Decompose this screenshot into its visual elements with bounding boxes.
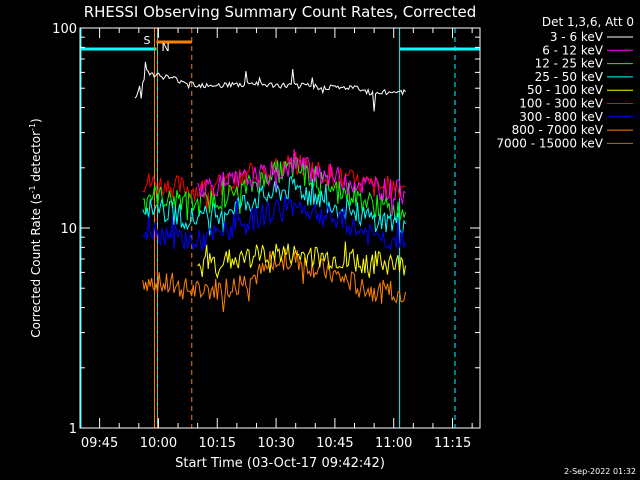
x-tick-label: 11:00 [375, 436, 412, 451]
series-line [142, 195, 406, 252]
legend-label: 25 - 50 keV [535, 70, 604, 84]
series-line [142, 175, 406, 237]
y-axis-ticks: 1 10 100 [52, 22, 480, 437]
x-tick-label: 09:45 [81, 436, 118, 451]
legend-label: 100 - 300 keV [519, 97, 603, 111]
x-tick-label: 10:00 [140, 436, 177, 451]
series-line [142, 157, 406, 223]
legend-label: 7000 - 15000 keV [496, 136, 603, 150]
x-tick-label: 11:15 [434, 436, 471, 451]
y-tick-label: 1 [69, 422, 77, 437]
y-tick-label: 10 [60, 222, 77, 237]
annotation-n: N [161, 41, 169, 54]
series-line [142, 248, 406, 312]
legend-label: 800 - 7000 keV [512, 123, 604, 137]
x-axis-ticks: 09:45 10:00 10:15 10:30 10:45 11:00 11:15 [79, 28, 473, 451]
annotation-s: S [143, 34, 150, 47]
series-line [197, 241, 406, 280]
y-tick-label: 100 [52, 22, 77, 37]
legend-label: 50 - 100 keV [527, 83, 604, 97]
y-axis-label: Corrected Count Rate (s-1 detector-1) [28, 118, 43, 337]
x-axis-label: Start Time (03-Oct-17 09:42:42) [175, 456, 385, 471]
render-timestamp: 2-Sep-2022 01:32 [564, 467, 636, 476]
x-tick-label: 10:30 [257, 436, 294, 451]
legend-header: Det 1,3,6, Att 0 [542, 15, 634, 29]
legend-label: 300 - 800 keV [519, 110, 603, 124]
chart-title: RHESSI Observing Summary Count Rates, Co… [84, 3, 477, 21]
series-line [134, 61, 406, 112]
legend-label: 12 - 25 keV [535, 57, 604, 71]
x-tick-label: 10:45 [316, 436, 353, 451]
legend-label: 6 - 12 keV [542, 43, 604, 57]
series-line [197, 149, 406, 216]
x-tick-label: 10:15 [199, 436, 236, 451]
legend-label: 3 - 6 keV [550, 30, 604, 44]
